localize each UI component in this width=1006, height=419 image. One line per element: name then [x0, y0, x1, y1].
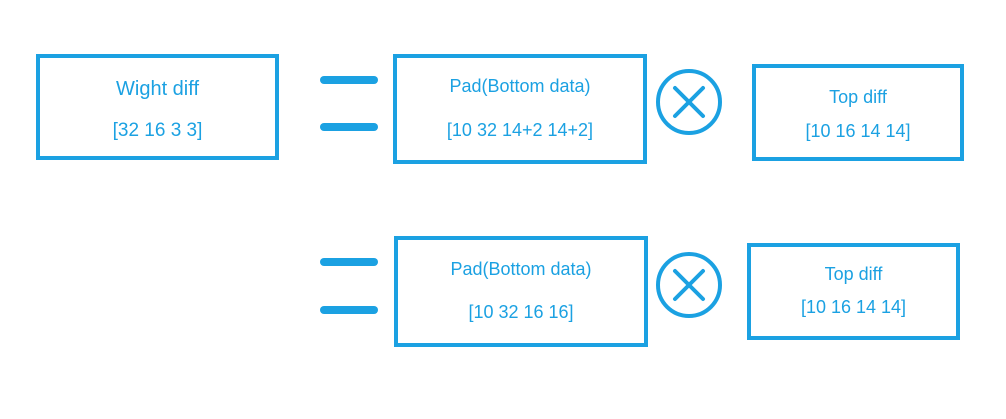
- pad-bottom-data-box-row1: Pad(Bottom data) [10 32 14+2 14+2]: [393, 54, 647, 164]
- top-diff-title: Top diff: [824, 264, 883, 284]
- equals-bar-top: [320, 258, 378, 266]
- pad-box-title: Pad(Bottom data): [449, 76, 591, 96]
- circled-times-icon: [656, 252, 722, 318]
- pad-box-shape: [10 32 14+2 14+2]: [446, 120, 594, 140]
- top-diff-title: Top diff: [829, 87, 887, 107]
- weight-diff-shape: [32 16 3 3]: [112, 120, 203, 141]
- equals-bar-bottom: [320, 123, 378, 131]
- circled-times-icon: [656, 69, 722, 135]
- top-diff-box-row1: Top diff [10 16 14 14]: [752, 64, 964, 161]
- weight-diff-title: Wight diff: [116, 78, 199, 100]
- pad-box-title: Pad(Bottom data): [450, 259, 592, 279]
- equals-bar-bottom: [320, 306, 378, 314]
- top-diff-shape: [10 16 14 14]: [800, 297, 907, 317]
- weight-diff-box: Wight diff [32 16 3 3]: [36, 54, 279, 160]
- top-diff-shape: [10 16 14 14]: [805, 121, 911, 141]
- pad-box-shape: [10 32 16 16]: [468, 302, 574, 322]
- equals-bar-top: [320, 76, 378, 84]
- top-diff-box-row2: Top diff [10 16 14 14]: [747, 243, 960, 340]
- pad-bottom-data-box-row2: Pad(Bottom data) [10 32 16 16]: [394, 236, 648, 347]
